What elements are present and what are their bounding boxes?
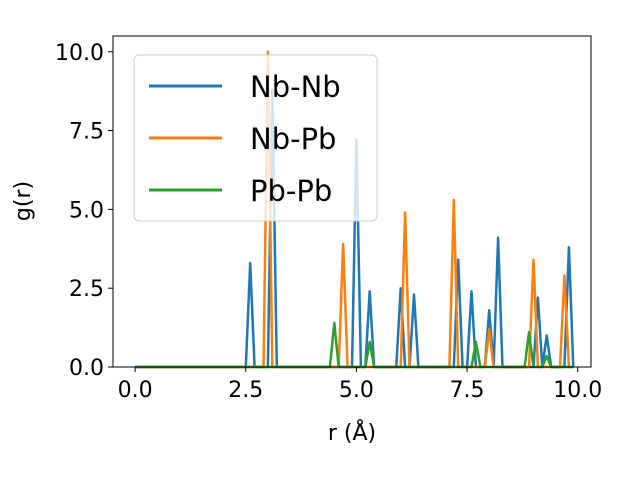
legend: Nb-Nb Nb-Pb Pb-Pb [133, 54, 378, 222]
x-axis-label: r (Å) [328, 419, 376, 446]
x-axis-ticks: 0.0 2.5 5.0 7.5 10.0 [118, 367, 602, 403]
y-tick-label: 5.0 [69, 198, 104, 223]
y-axis-label: g(r) [11, 181, 36, 221]
y-tick-label: 10.0 [55, 41, 104, 66]
legend-label-pb-pb: Pb-Pb [250, 174, 332, 208]
x-tick-label: 0.0 [118, 378, 153, 403]
y-tick-label: 0.0 [69, 356, 104, 381]
legend-label-nb-nb: Nb-Nb [250, 70, 341, 104]
x-tick-label: 10.0 [553, 378, 602, 403]
x-tick-label: 2.5 [228, 378, 263, 403]
plot-frame [112, 35, 592, 368]
legend-label-nb-pb: Nb-Pb [250, 122, 336, 156]
y-tick-label: 2.5 [69, 277, 104, 302]
y-tick-label: 7.5 [69, 120, 104, 145]
x-tick-label: 5.0 [339, 378, 374, 403]
x-tick-label: 7.5 [450, 378, 485, 403]
legend-box [133, 54, 378, 222]
series-line-pb-pb [135, 321, 574, 369]
y-axis-ticks: 0.0 2.5 5.0 7.5 10.0 [55, 41, 113, 381]
series-line-nb-nb [135, 88, 575, 369]
